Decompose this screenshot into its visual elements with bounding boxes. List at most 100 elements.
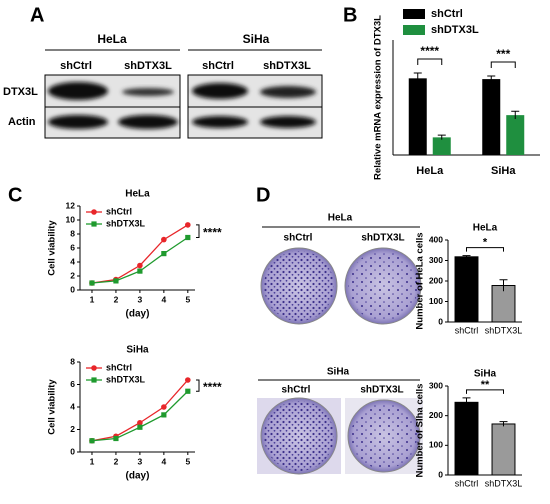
- band: [48, 115, 108, 129]
- legend-marker: [91, 221, 97, 227]
- y-tick-label: 4: [70, 256, 75, 266]
- x-tick-label: shDTX3L: [485, 478, 523, 488]
- marker: [185, 222, 191, 228]
- bar: [454, 256, 479, 323]
- legend-label: shDTX3L: [106, 374, 146, 384]
- legend-marker: [91, 209, 97, 215]
- band: [192, 83, 248, 99]
- marker: [113, 278, 119, 284]
- bar: [491, 423, 516, 476]
- y-axis-label: Relative mRNA expression of DTX3L: [373, 15, 384, 180]
- panel-label: A: [30, 4, 44, 26]
- significance: *: [483, 236, 488, 248]
- y-tick-label: 8: [70, 228, 75, 238]
- y-tick-label: 6: [70, 379, 75, 389]
- panel-label: D: [256, 184, 270, 206]
- x-tick-label: HeLa: [416, 165, 444, 177]
- x-axis-label: (day): [126, 309, 150, 320]
- chart-title: SiHa: [126, 345, 149, 356]
- error-bar: [462, 255, 471, 259]
- legend-label: shCtrl: [106, 362, 132, 372]
- y-tick-label: 300: [429, 380, 443, 390]
- y-tick-label: 8: [70, 356, 75, 366]
- marker: [161, 236, 167, 243]
- lane-label: shCtrl: [60, 60, 92, 72]
- significance-bracket: [417, 58, 443, 65]
- y-tick-label: 6: [70, 242, 75, 252]
- x-tick-label: 4: [161, 456, 166, 466]
- colonies: [348, 251, 418, 321]
- lane-label: shCtrl: [202, 60, 234, 72]
- chart-title: HeLa: [473, 223, 498, 234]
- western-blot: HeLa SiHa shCtrl shDTX3L shCtrl shDTX3L …: [3, 32, 323, 139]
- x-tick-label: SiHa: [491, 165, 516, 177]
- x-tick-label: shCtrl: [455, 325, 479, 335]
- row-label: DTX3L: [3, 86, 38, 98]
- chart-title: HeLa: [125, 189, 150, 200]
- y-tick-label: 2: [70, 270, 75, 280]
- colony-assay: HeLa shCtrl shDTX3L SiHa shCtrl shDTX3L: [257, 213, 423, 475]
- group-title: HeLa: [328, 213, 353, 224]
- band: [260, 116, 316, 128]
- band: [122, 88, 174, 96]
- lane-label: shCtrl: [282, 385, 311, 396]
- x-tick-label: 5: [185, 456, 190, 466]
- legend-marker: [91, 365, 97, 371]
- bar: [454, 401, 479, 476]
- significance: ****: [420, 44, 439, 58]
- y-tick-label: 0: [438, 469, 443, 479]
- x-tick-label: 3: [138, 456, 143, 466]
- error-bar: [499, 279, 508, 292]
- cell-line: SiHa: [243, 32, 270, 46]
- marker: [185, 377, 191, 383]
- line: [91, 390, 189, 442]
- y-axis-label: Number of HeLa cells: [415, 232, 426, 329]
- cell-line: HeLa: [97, 32, 127, 46]
- bar: [506, 115, 525, 155]
- panel-label: C: [8, 184, 22, 206]
- marker: [161, 412, 167, 418]
- legend-swatch: [403, 9, 425, 19]
- error-bar: [462, 397, 471, 407]
- bar: [408, 78, 427, 155]
- panel-label: B: [343, 4, 357, 26]
- lane-label: shCtrl: [284, 233, 313, 244]
- line: [91, 224, 189, 284]
- y-tick-label: 300: [429, 255, 443, 265]
- x-tick-label: 2: [114, 456, 119, 466]
- y-tick-label: 400: [429, 234, 443, 244]
- error-bar: [487, 75, 496, 83]
- bar: [482, 79, 501, 155]
- significance: ****: [203, 225, 222, 239]
- error-bar: [413, 72, 422, 84]
- marker: [137, 424, 143, 430]
- y-axis-label: Number of SIha cells: [415, 384, 426, 478]
- band: [118, 115, 178, 129]
- y-tick-label: 200: [429, 410, 443, 420]
- y-tick-label: 0: [70, 446, 75, 456]
- colonies: [351, 403, 417, 469]
- band: [192, 116, 248, 128]
- lane-label: shDTX3L: [124, 60, 172, 72]
- significance: **: [481, 379, 490, 391]
- x-tick-label: 3: [138, 294, 143, 304]
- x-tick-label: shCtrl: [455, 478, 479, 488]
- significance-bracket: [196, 224, 200, 238]
- line: [91, 236, 189, 284]
- y-axis-label: Cell viability: [47, 220, 58, 276]
- y-tick-label: 0: [70, 284, 75, 294]
- legend-marker: [91, 377, 97, 383]
- significance: ****: [203, 380, 222, 394]
- x-tick-label: 5: [185, 294, 190, 304]
- significance-bracket: [490, 61, 516, 69]
- y-tick-label: 100: [429, 296, 443, 306]
- x-tick-label: 1: [90, 294, 95, 304]
- group-title: SiHa: [327, 367, 350, 378]
- marker: [137, 262, 143, 269]
- row-label: Actin: [8, 116, 36, 128]
- marker: [137, 268, 143, 274]
- y-tick-label: 10: [66, 214, 76, 224]
- legend-swatch: [403, 25, 425, 35]
- x-axis-label: (day): [126, 471, 150, 482]
